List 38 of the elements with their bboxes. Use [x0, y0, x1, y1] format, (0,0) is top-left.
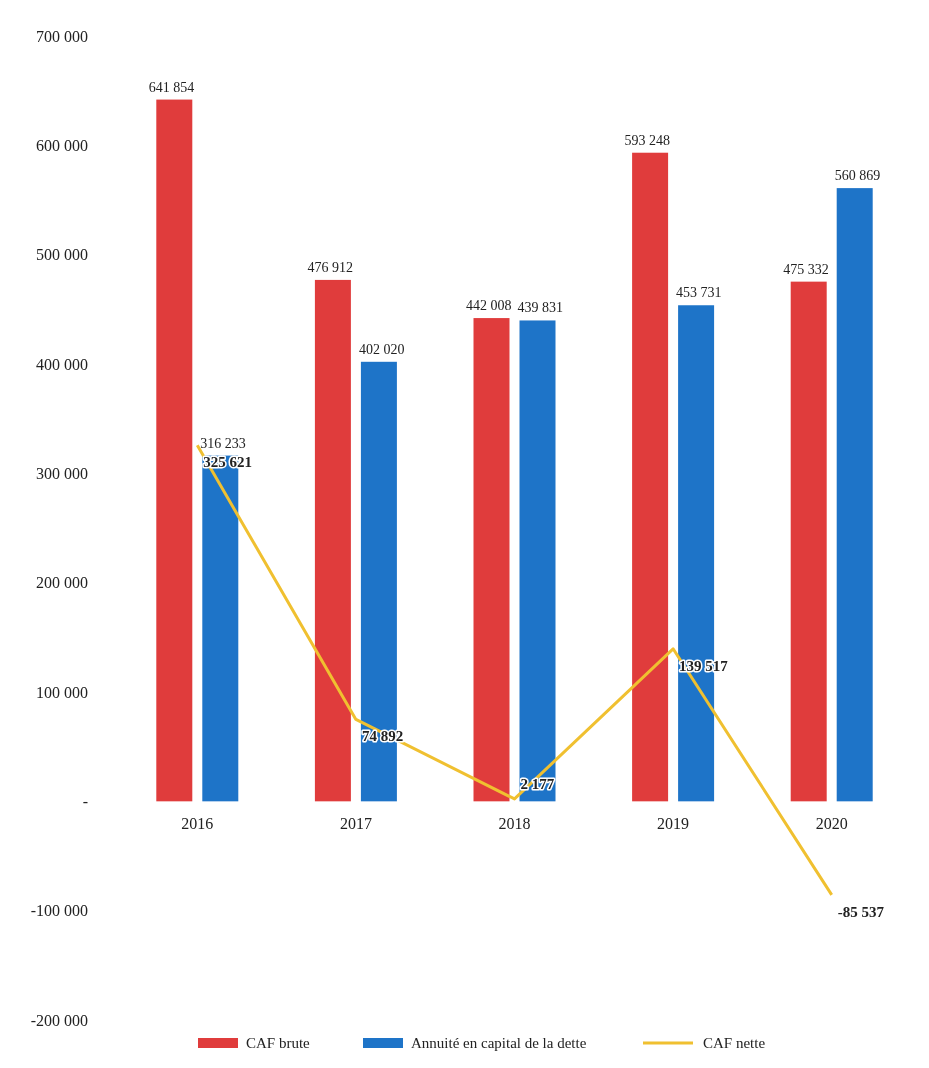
bar — [473, 318, 510, 802]
data-label: 593 248 — [624, 132, 671, 148]
bar — [836, 188, 873, 802]
y-tick-label: 500 000 — [36, 246, 88, 264]
bar — [519, 320, 556, 802]
y-tick-label: 200 000 — [36, 574, 88, 592]
x-tick-label: 2020 — [815, 815, 848, 833]
data-label: 476 912 — [307, 259, 353, 275]
data-label: 641 854 — [148, 79, 195, 95]
data-label: 475 332 — [783, 261, 829, 277]
legend-label: CAF nette — [703, 1035, 766, 1051]
x-tick-label: 2019 — [657, 815, 690, 833]
bar — [632, 152, 669, 802]
y-tick-label: 700 000 — [36, 27, 88, 45]
data-label: 402 020 — [358, 341, 405, 357]
x-tick-label: 2017 — [339, 815, 372, 833]
data-label: 560 869 — [834, 168, 881, 184]
y-tick-label: 600 000 — [36, 136, 88, 154]
y-tick-label: 400 000 — [36, 355, 88, 373]
y-tick-label: -100 000 — [30, 902, 88, 920]
data-label: 74 892 — [361, 728, 404, 745]
y-tick-label: 100 000 — [36, 683, 88, 701]
data-label: -85 537 — [837, 903, 885, 920]
x-tick-label: 2018 — [498, 815, 531, 833]
data-label: 2 177 — [520, 775, 555, 792]
data-label: 316 233 — [200, 435, 246, 451]
legend-label: CAF brute — [246, 1035, 311, 1051]
legend-label: Annuité en capital de la dette — [411, 1035, 587, 1051]
bar — [156, 99, 193, 802]
data-label: 439 831 — [517, 300, 563, 316]
data-label: 453 731 — [676, 285, 722, 301]
y-tick-label: - — [82, 792, 88, 810]
data-label: 442 008 — [466, 298, 512, 314]
bar — [790, 281, 827, 802]
x-tick-label: 2016 — [181, 815, 214, 833]
y-tick-label: 300 000 — [36, 464, 88, 482]
bar — [314, 279, 351, 802]
y-tick-label: -200 000 — [30, 1011, 88, 1029]
